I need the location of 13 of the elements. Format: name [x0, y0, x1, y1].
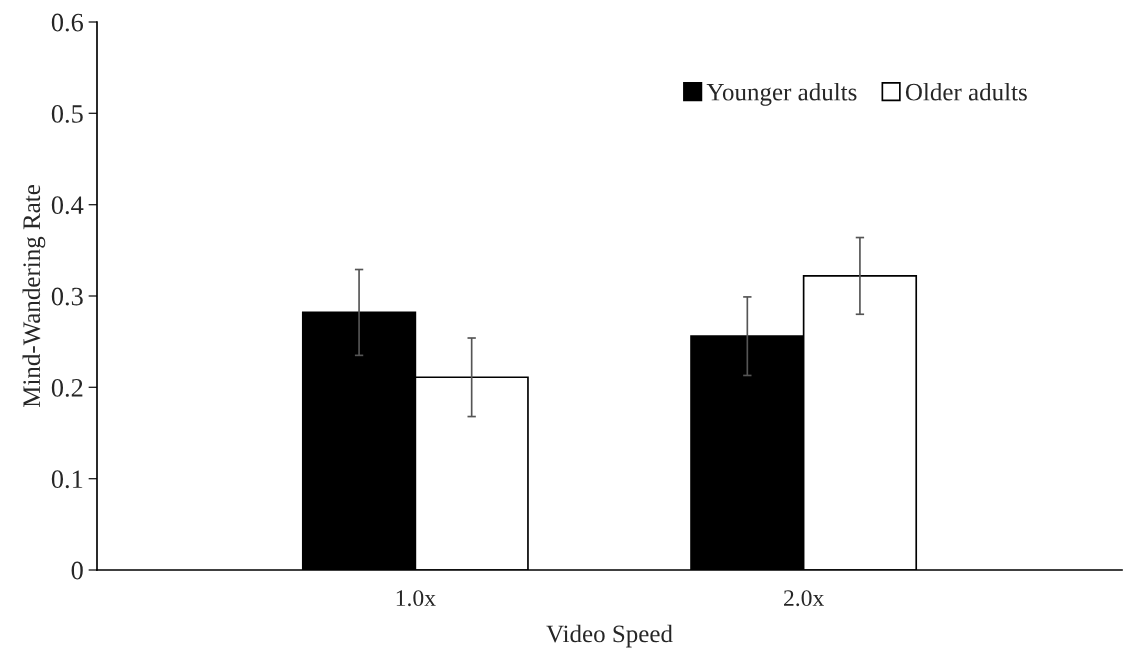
x-axis-title: Video Speed	[546, 624, 673, 648]
y-tick-label: 0	[71, 561, 83, 580]
y-tick-label: 0.2	[51, 378, 83, 397]
y-axis-title: Mind-Wandering Rate	[22, 185, 46, 408]
legend-label: Older adults	[905, 83, 1027, 101]
y-tick-label: 0.4	[51, 196, 84, 215]
y-tick-label: 0.6	[51, 13, 84, 32]
y-tick-label: 0.3	[51, 287, 83, 306]
x-tick-label: 2.0x	[784, 590, 824, 607]
legend-label: Younger adults	[706, 83, 857, 106]
x-tick-label: 1.0x	[396, 590, 436, 607]
y-tick-label: 0.1	[51, 470, 83, 489]
y-tick-label: 0.5	[51, 104, 83, 123]
